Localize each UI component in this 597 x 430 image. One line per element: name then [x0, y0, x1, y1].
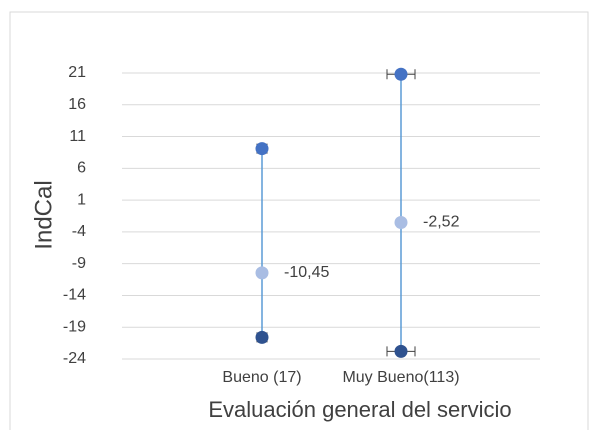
data-point [394, 67, 408, 81]
data-point [255, 142, 269, 156]
data-point [255, 330, 269, 344]
y-tick-label: 1 [77, 191, 86, 208]
y-tick-label: 21 [68, 64, 86, 81]
data-point [394, 344, 408, 358]
y-tick-label: 16 [68, 96, 86, 113]
x-axis-title: Evaluación general del servicio [208, 397, 511, 422]
x-tick-label: Muy Bueno(113) [342, 369, 459, 386]
y-tick-label: -19 [63, 318, 86, 335]
data-point [394, 215, 408, 229]
y-tick-label: -9 [72, 255, 86, 272]
y-tick-label: -4 [72, 223, 86, 240]
chart-frame [9, 11, 589, 430]
y-axis-title: IndCal [30, 180, 57, 249]
y-tick-label: -24 [63, 350, 86, 367]
x-tick-label: Bueno (17) [222, 369, 301, 386]
data-label: -2,52 [423, 214, 460, 231]
y-tick-label: 11 [69, 128, 86, 145]
data-label: -10,45 [284, 264, 329, 281]
y-tick-label: 6 [77, 160, 86, 177]
y-tick-label: -14 [63, 287, 86, 304]
data-point [255, 266, 269, 280]
